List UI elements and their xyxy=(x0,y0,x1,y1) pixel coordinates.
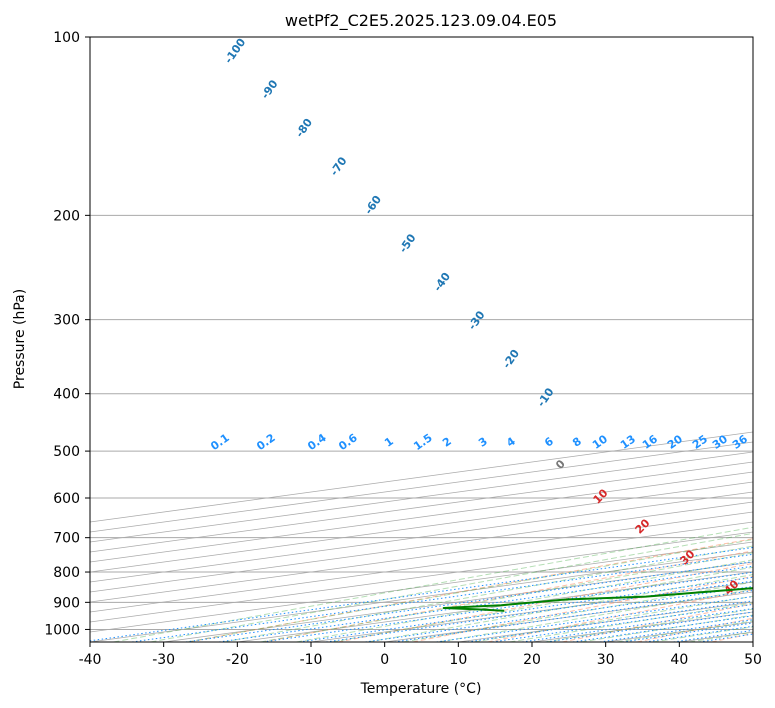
y-axis-label: Pressure (hPa) xyxy=(12,289,28,389)
plot-area: -100-90-80-70-60-50-40-30-20-1000.1 0.2 0.… xyxy=(90,37,753,642)
isotherm-line xyxy=(90,481,753,573)
moist-adiabat-line xyxy=(187,539,753,642)
mixing-ratio-line xyxy=(90,546,753,642)
x-tick-label: -20 xyxy=(226,652,249,668)
pressure-gridlines xyxy=(90,37,753,630)
x-tick-label: -30 xyxy=(152,652,175,668)
y-tick-label: 400 xyxy=(53,387,80,403)
moist-adiabat-line xyxy=(438,588,753,642)
y-tick-label: 700 xyxy=(53,531,80,547)
mixing-ratio-line xyxy=(262,571,753,642)
y-tick-label: 1000 xyxy=(44,622,80,638)
moist-adiabat-line xyxy=(113,526,753,642)
moist-adiabat-line xyxy=(260,552,753,642)
mixing-ratio-line xyxy=(326,580,753,642)
y-tick-label: 300 xyxy=(53,313,80,329)
x-axis-label: Temperature (°C) xyxy=(360,681,482,697)
y-tick-label: 800 xyxy=(53,565,80,581)
y-tick-label: 500 xyxy=(53,444,80,460)
mixing-ratio-line xyxy=(365,585,753,642)
x-tick-label: 20 xyxy=(523,652,541,668)
x-tick-label: 50 xyxy=(744,652,762,668)
y-tick-label: 100 xyxy=(53,30,80,46)
dry-adiabat-line xyxy=(487,589,753,642)
mixing-ratio-line xyxy=(299,576,753,642)
isotherm-line xyxy=(90,491,753,583)
x-tick-label: 40 xyxy=(670,652,688,668)
isotherm-gridlines xyxy=(90,431,753,642)
x-tick-label: 10 xyxy=(449,652,467,668)
isotherm-line xyxy=(90,521,753,613)
isotherm-line xyxy=(90,451,753,543)
plot-frame xyxy=(89,36,754,643)
isotherm-line xyxy=(90,531,753,623)
isotherm-line xyxy=(90,511,753,603)
y-tick-label: 600 xyxy=(53,491,80,507)
dry-adiabat-line xyxy=(412,575,753,642)
mixing-ratio-lines xyxy=(90,546,753,642)
isotherm-line xyxy=(90,461,753,553)
y-tick-label: 200 xyxy=(53,208,80,224)
moist-adiabat-line xyxy=(150,532,753,642)
y-tick-label: 900 xyxy=(53,595,80,611)
moist-adiabat-line xyxy=(367,574,753,642)
dry-adiabat-line xyxy=(263,550,753,642)
moist-adiabat-line xyxy=(223,545,753,642)
x-tick-label: 0 xyxy=(380,652,389,668)
isotherm-line xyxy=(90,471,753,563)
y-axis-ticks: 100 200 300 400 500 600 700 800 900 1000 xyxy=(44,30,90,638)
moist-adiabat-line xyxy=(296,559,753,642)
chart-title: wetPf2_C2E5.2025.123.09.04.E05 xyxy=(285,11,557,31)
x-tick-label: -10 xyxy=(300,652,323,668)
x-axis-ticks: -40 -30 -20 -10 0 10 20 30 40 50 xyxy=(79,642,762,668)
moist-adiabats xyxy=(113,526,753,642)
x-tick-label: 30 xyxy=(597,652,615,668)
isotherm-line xyxy=(90,501,753,593)
x-tick-label: -40 xyxy=(79,652,102,668)
